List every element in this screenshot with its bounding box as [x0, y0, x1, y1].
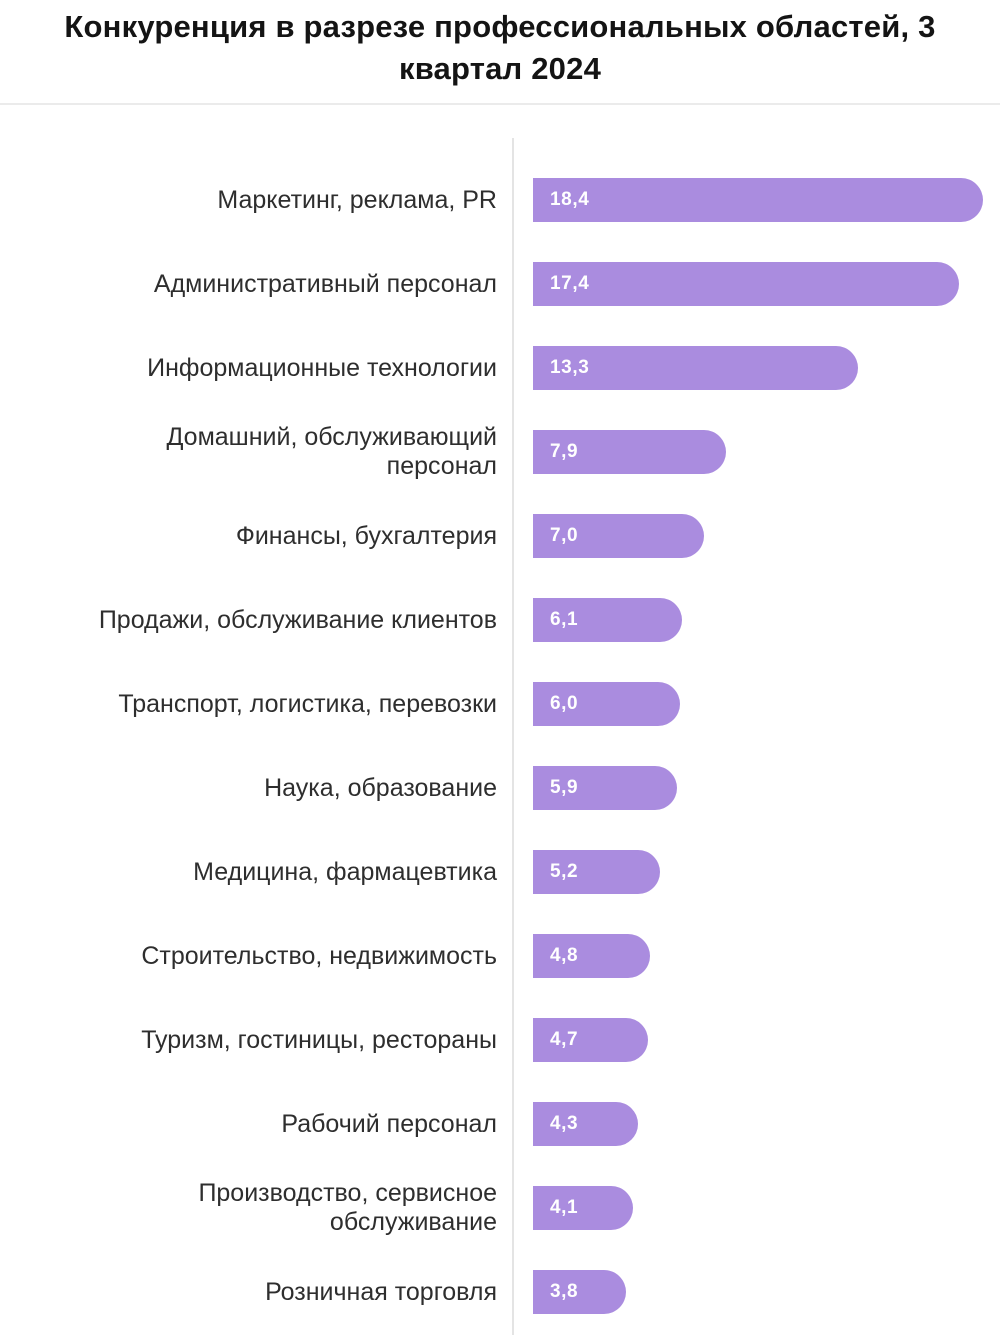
- bar: 3,8: [533, 1270, 626, 1314]
- category-label: Наука, образование: [264, 773, 497, 802]
- bar-area: 4,3: [533, 1102, 1000, 1146]
- page-title: Конкуренция в разрезе профессиональных о…: [64, 9, 936, 86]
- bar-area: 5,2: [533, 850, 1000, 894]
- value-label: 13,3: [550, 357, 590, 378]
- chart-row: Строительство, недвижимость 4,8: [0, 914, 1000, 998]
- chart-row: Продажи, обслуживание клиентов 6,1: [0, 578, 1000, 662]
- bar: 13,3: [533, 346, 859, 390]
- category-label: Транспорт, логистика, перевозки: [118, 689, 497, 718]
- axis-line: [512, 138, 514, 1335]
- bar-area: 4,1: [533, 1186, 1000, 1230]
- category-label: Рабочий персонал: [281, 1109, 497, 1138]
- bar: 6,0: [533, 682, 680, 726]
- bar-chart: Маркетинг, реклама, PR 18,4 Администрати…: [0, 138, 1000, 1335]
- category-label: Маркетинг, реклама, PR: [217, 185, 497, 214]
- category-label: Административный персонал: [153, 269, 497, 298]
- value-label: 5,9: [550, 777, 579, 798]
- value-label: 7,9: [550, 441, 579, 462]
- chart-row: Административный персонал 17,4: [0, 242, 1000, 326]
- bar: 4,1: [533, 1186, 634, 1230]
- value-label: 6,0: [550, 693, 579, 714]
- category-label: Производство, сервисное обслуживание: [198, 1179, 497, 1236]
- bar: 6,1: [533, 598, 683, 642]
- bar-area: 5,9: [533, 766, 1000, 810]
- chart-row: Производство, сервисное обслуживание 4,1: [0, 1166, 1000, 1250]
- chart-row: Транспорт, логистика, перевозки 6,0: [0, 662, 1000, 746]
- bar: 7,0: [533, 514, 705, 558]
- bar: 4,8: [533, 934, 651, 978]
- bar-area: 18,4: [533, 178, 1000, 222]
- category-label: Продажи, обслуживание клиентов: [98, 605, 497, 634]
- value-label: 4,1: [550, 1197, 579, 1218]
- chart-rows: Маркетинг, реклама, PR 18,4 Администрати…: [0, 158, 1000, 1334]
- chart-row: Финансы, бухгалтерия 7,0: [0, 494, 1000, 578]
- chart-row: Информационные технологии 13,3: [0, 326, 1000, 410]
- value-label: 4,7: [550, 1029, 579, 1050]
- category-label: Строительство, недвижимость: [141, 941, 497, 970]
- chart-row: Рабочий персонал 4,3: [0, 1082, 1000, 1166]
- bar-area: 13,3: [533, 346, 1000, 390]
- bar-area: 7,0: [533, 514, 1000, 558]
- title-divider: [0, 103, 1000, 105]
- bar-area: 3,8: [533, 1270, 1000, 1314]
- category-label: Финансы, бухгалтерия: [235, 521, 497, 550]
- value-label: 5,2: [550, 861, 579, 882]
- value-label: 4,8: [550, 945, 579, 966]
- bar: 5,9: [533, 766, 678, 810]
- value-label: 7,0: [550, 525, 579, 546]
- bar-area: 4,8: [533, 934, 1000, 978]
- category-label: Медицина, фармацевтика: [193, 857, 497, 886]
- bar-area: 4,7: [533, 1018, 1000, 1062]
- value-label: 17,4: [550, 273, 590, 294]
- bar: 7,9: [533, 430, 727, 474]
- category-label: Розничная торговля: [265, 1277, 497, 1306]
- bar-area: 6,1: [533, 598, 1000, 642]
- bar: 4,3: [533, 1102, 639, 1146]
- chart-row: Домашний, обслуживающий персонал 7,9: [0, 410, 1000, 494]
- bar: 17,4: [533, 262, 959, 306]
- value-label: 6,1: [550, 609, 579, 630]
- bar: 18,4: [533, 178, 983, 222]
- category-label: Домашний, обслуживающий персонал: [166, 423, 497, 480]
- chart-row: Наука, образование 5,9: [0, 746, 1000, 830]
- chart-row: Туризм, гостиницы, рестораны 4,7: [0, 998, 1000, 1082]
- bar-area: 7,9: [533, 430, 1000, 474]
- value-label: 18,4: [550, 189, 590, 210]
- bar: 4,7: [533, 1018, 648, 1062]
- chart-row: Медицина, фармацевтика 5,2: [0, 830, 1000, 914]
- value-label: 3,8: [550, 1281, 579, 1302]
- bar: 5,2: [533, 850, 661, 894]
- bar-area: 6,0: [533, 682, 1000, 726]
- bar-area: 17,4: [533, 262, 1000, 306]
- category-label: Туризм, гостиницы, рестораны: [141, 1025, 497, 1054]
- chart-row: Маркетинг, реклама, PR 18,4: [0, 158, 1000, 242]
- chart-row: Розничная торговля 3,8: [0, 1250, 1000, 1334]
- value-label: 4,3: [550, 1113, 579, 1134]
- category-label: Информационные технологии: [147, 353, 497, 382]
